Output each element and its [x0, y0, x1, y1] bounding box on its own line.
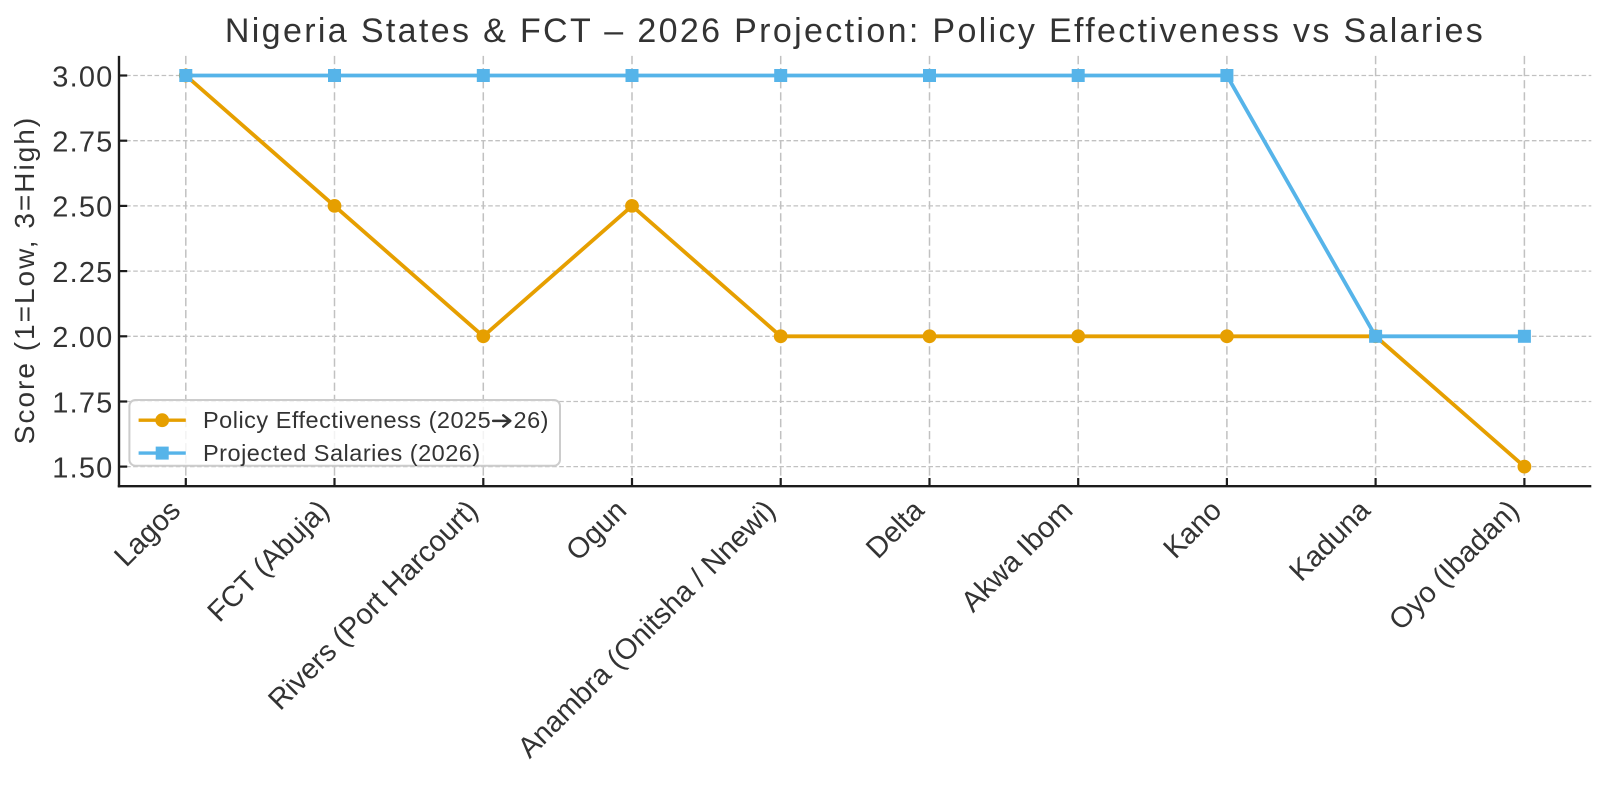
- svg-text:3.00: 3.00: [52, 61, 113, 93]
- svg-text:1.75: 1.75: [52, 387, 113, 419]
- svg-text:Projected Salaries (2026): Projected Salaries (2026): [203, 440, 481, 466]
- svg-text:Nigeria States & FCT – 2026 Pr: Nigeria States & FCT – 2026 Projection: …: [225, 12, 1485, 50]
- svg-text:2.25: 2.25: [52, 257, 113, 289]
- svg-text:26): 26): [514, 407, 549, 433]
- svg-text:2.00: 2.00: [52, 322, 113, 354]
- svg-text:2.75: 2.75: [52, 127, 113, 159]
- svg-text:Policy Effectiveness (2025: Policy Effectiveness (2025: [203, 407, 491, 433]
- svg-text:Score (1=Low, 3=High): Score (1=Low, 3=High): [9, 116, 40, 444]
- svg-text:1.50: 1.50: [52, 452, 113, 484]
- svg-text:2.50: 2.50: [52, 192, 113, 224]
